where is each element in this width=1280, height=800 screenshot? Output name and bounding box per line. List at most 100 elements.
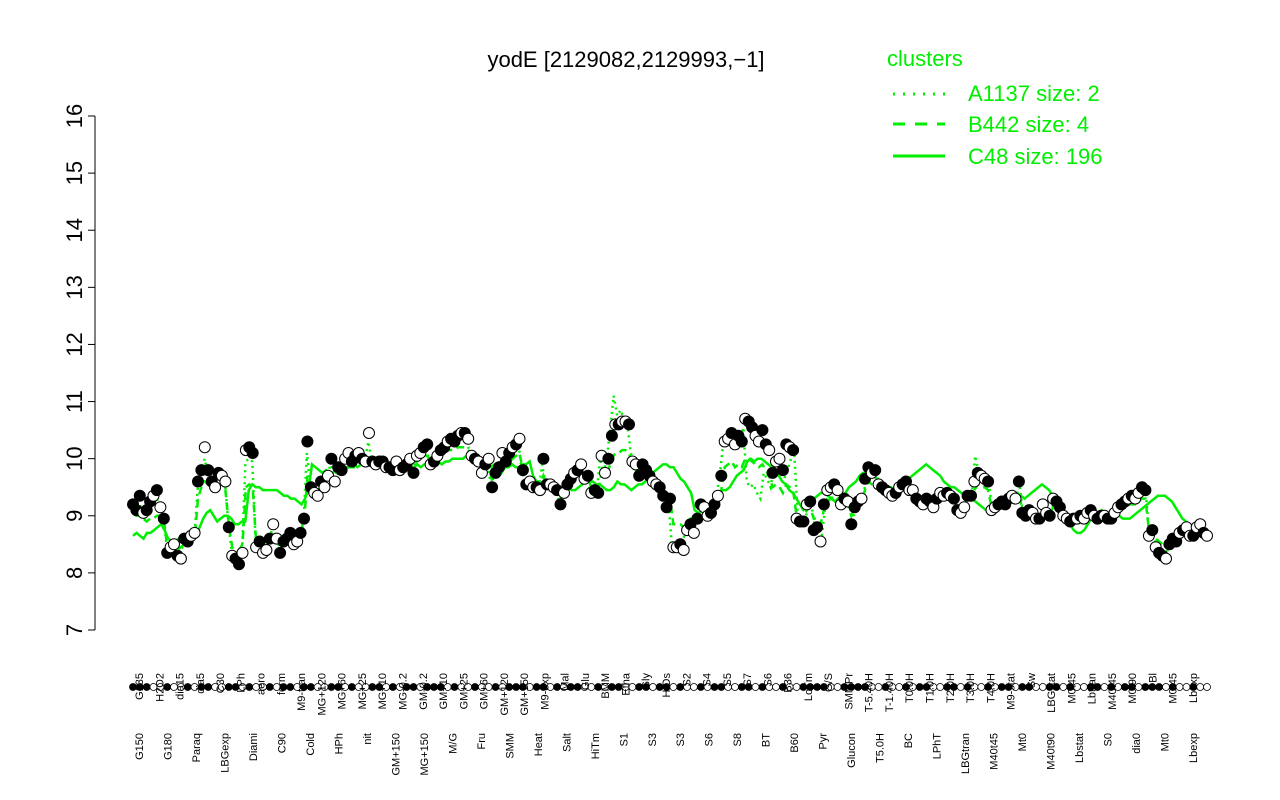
data-point xyxy=(797,515,810,528)
x-tick-label: S4 xyxy=(702,673,714,686)
data-point xyxy=(407,466,420,479)
chart-title: yodE [2129082,2129993,−1] xyxy=(487,47,764,72)
x-tick-label: Mal xyxy=(560,673,572,691)
rug-mark xyxy=(895,683,904,691)
y-tick-label: 14 xyxy=(62,218,87,242)
rug-mark xyxy=(471,683,479,691)
x-tick-label: T3.0H xyxy=(965,673,977,703)
data-point xyxy=(516,464,529,477)
legend-entry-c48: C48 size: 196 xyxy=(968,144,1103,169)
data-point xyxy=(133,489,146,502)
y-tick-label: 16 xyxy=(62,104,87,128)
data-point xyxy=(301,435,314,448)
x-tick-label: Cold xyxy=(305,733,317,756)
data-point xyxy=(831,484,844,497)
x-tick-label: HiOs xyxy=(661,673,673,698)
data-point xyxy=(168,538,180,551)
x-tick-label: GM+150 xyxy=(519,673,531,716)
x-tick-label: G180 xyxy=(163,733,175,760)
x-tick-label: LBGstat xyxy=(1046,673,1058,713)
data-point xyxy=(174,552,187,565)
y-tick-label: 12 xyxy=(62,332,87,356)
data-point xyxy=(869,464,882,477)
x-tick-label: Lbexp xyxy=(1188,733,1200,763)
x-tick-label: dia0 xyxy=(1131,733,1143,754)
x-tick-label: G135 xyxy=(134,673,146,700)
x-tick-label: dia15 xyxy=(175,673,187,700)
x-tick-label: B36 xyxy=(783,673,795,693)
data-point xyxy=(325,452,338,465)
x-tick-label: S3 xyxy=(647,733,659,746)
y-tick-label: 9 xyxy=(62,510,87,522)
rug-mark xyxy=(874,683,883,691)
series-solid-line xyxy=(132,454,1208,544)
rug-mark xyxy=(327,683,336,691)
data-point xyxy=(787,444,800,457)
y-axis: 7 8 9 10 11 12 13 14 15 16 xyxy=(62,104,96,636)
data-point xyxy=(311,489,324,502)
x-axis-rugs xyxy=(129,683,1211,691)
x-tick-label: SMMPr xyxy=(843,673,855,710)
x-tick-label: M0t45 xyxy=(1168,673,1180,704)
rug-mark xyxy=(977,683,986,691)
x-tick-label: G/S xyxy=(823,673,835,692)
rug-mark xyxy=(854,683,862,691)
data-point xyxy=(575,458,588,471)
data-point xyxy=(157,512,170,525)
data-point xyxy=(677,544,690,556)
data-point xyxy=(855,492,868,505)
x-tick-label: Mt0 xyxy=(1017,733,1029,751)
x-tick-label: H2O2 xyxy=(154,673,166,702)
x-tick-label: C30 xyxy=(215,673,227,693)
x-tick-label: S6 xyxy=(762,673,774,686)
x-tick-label: Glu xyxy=(580,673,592,690)
x-tick-label: MG-0.2 xyxy=(398,673,410,710)
data-point xyxy=(763,444,776,457)
data-point xyxy=(318,481,331,494)
x-tick-label: Diami xyxy=(248,733,260,761)
x-tick-label: nit xyxy=(362,733,374,745)
x-tick-label: MG+60 xyxy=(337,673,349,709)
x-tick-label: S3 xyxy=(675,733,687,746)
y-tick-label: 11 xyxy=(62,390,87,413)
y-tick-label: 15 xyxy=(62,161,87,185)
data-point xyxy=(219,475,232,488)
x-tick-label: Bl xyxy=(1148,673,1160,683)
x-tick-label: GM+60 xyxy=(479,673,491,709)
x-tick-label: MG+150 xyxy=(419,733,431,776)
data-point xyxy=(202,464,215,477)
x-tick-label: Lbexp xyxy=(1188,673,1200,703)
data-point xyxy=(246,447,259,459)
x-labels-upper: G135 H2O2 dia15 dia5 C30 LPh aero ferm M9-tran MG… xyxy=(134,672,1200,715)
x-tick-label: T5.0H xyxy=(875,733,887,763)
data-point xyxy=(605,429,618,442)
data-point xyxy=(294,526,307,539)
x-tick-label: GM+150 xyxy=(390,733,402,776)
x-tick-label: MG+10 xyxy=(377,673,389,709)
data-point xyxy=(623,418,635,431)
x-tick-label: S1 xyxy=(618,733,630,746)
x-tick-label: Lbtran xyxy=(1087,673,1099,704)
rug-mark xyxy=(409,683,418,691)
x-tick-label: Pyr xyxy=(818,733,830,750)
x-labels-lower: G150 G180 Paraq LBGexp Diami C90 Cold HPh nit GM+… xyxy=(134,733,1200,776)
x-tick-label: S6 xyxy=(704,733,716,746)
x-tick-label: M40t45 xyxy=(989,733,1001,770)
rug-mark xyxy=(368,683,377,691)
data-point xyxy=(513,432,526,445)
y-tick-label: 7 xyxy=(62,624,87,636)
data-point xyxy=(1139,484,1152,497)
rug-mark xyxy=(1203,683,1211,691)
x-tick-label: M0t90 xyxy=(1127,673,1139,704)
x-tick-label: LPhT xyxy=(932,733,944,760)
y-axis-ticks: 7 8 9 10 11 12 13 14 15 16 xyxy=(62,104,95,636)
data-point xyxy=(599,466,611,479)
x-tick-label: S2 xyxy=(681,673,693,686)
rug-mark xyxy=(388,683,397,691)
y-tick-label: 13 xyxy=(62,275,87,299)
legend-title: clusters xyxy=(887,46,963,71)
data-point xyxy=(1201,529,1213,542)
x-tick-label: S8 xyxy=(732,733,744,746)
data-point xyxy=(421,438,434,451)
